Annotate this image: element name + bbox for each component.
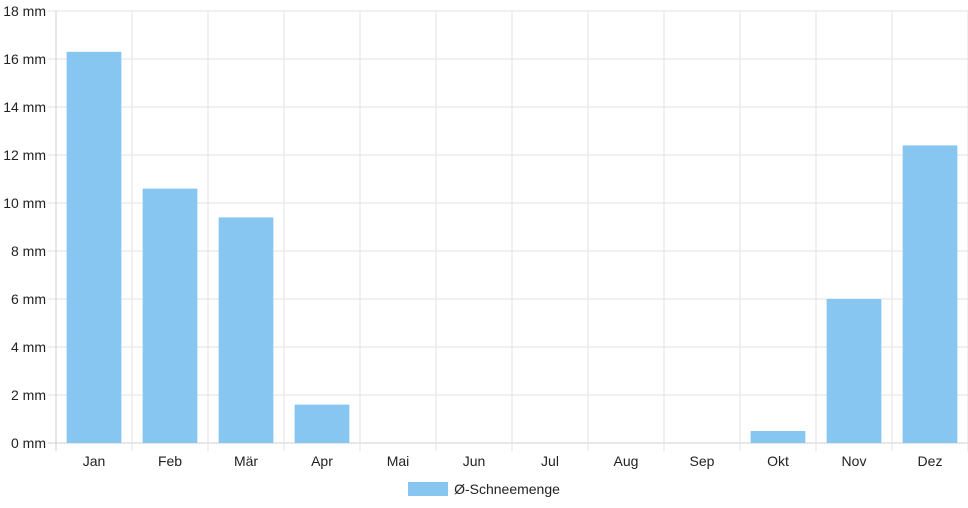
x-tick-label: Mai [387,453,410,469]
legend[interactable]: Ø-Schneemenge [0,481,968,497]
y-tick-label: 10 mm [3,195,46,211]
y-tick-label: 4 mm [11,339,46,355]
bar-Nov [826,299,882,443]
bar-Dez [902,145,958,443]
y-tick-label: 2 mm [11,387,46,403]
bar-Apr [294,404,350,443]
y-tick-label: 16 mm [3,51,46,67]
grid-lines [48,10,968,451]
x-tick-label: Jul [541,453,559,469]
x-tick-label: Mär [234,453,258,469]
x-axis-ticks: Jan Feb Mär Apr Mai Jun Jul Aug Sep Okt Nov Dez [83,453,943,469]
y-tick-label: 8 mm [11,243,46,259]
x-tick-label: Aug [614,453,639,469]
bar-Mär [218,217,274,443]
bars [66,51,958,444]
x-tick-label: Feb [158,453,182,469]
x-tick-label: Dez [918,453,943,469]
bar-Okt [750,431,806,443]
x-tick-label: Jun [463,453,486,469]
y-tick-label: 18 mm [3,3,46,19]
y-tick-label: 6 mm [11,291,46,307]
bar-Feb [142,188,198,443]
legend-label: Ø-Schneemenge [454,481,560,497]
bar-chart: 0 mm 2 mm 4 mm 6 mm 8 mm 10 mm 12 mm 14 mm 16 mm… [3,3,968,469]
x-tick-label: Sep [690,453,715,469]
y-axis-ticks: 0 mm 2 mm 4 mm 6 mm 8 mm 10 mm 12 mm 14 mm 16 mm… [3,3,46,451]
y-tick-label: 14 mm [3,99,46,115]
x-tick-label: Nov [842,453,867,469]
legend-swatch [408,482,449,496]
x-tick-label: Jan [83,453,106,469]
bar-Jan [66,51,122,444]
x-tick-label: Okt [767,453,789,469]
y-tick-label: 0 mm [11,435,46,451]
x-tick-label: Apr [311,453,333,469]
y-tick-label: 12 mm [3,147,46,163]
